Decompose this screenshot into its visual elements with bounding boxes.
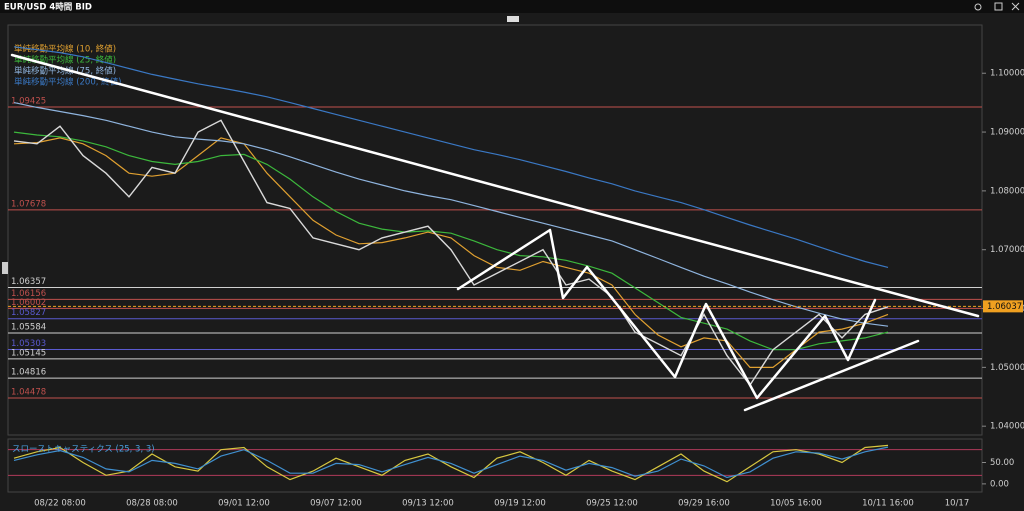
x-tick-label: 09/25 12:00 — [586, 499, 638, 509]
window-buttons[interactable] — [974, 2, 1020, 11]
x-tick-label: 09/29 16:00 — [678, 499, 730, 509]
level-label: 1.05145 — [11, 348, 46, 358]
trendline — [743, 339, 920, 412]
level-label: 1.05827 — [11, 308, 46, 318]
price-line — [13, 119, 889, 387]
zigzag — [456, 228, 877, 400]
level-label: 1.06156 — [11, 289, 46, 299]
y-tick-label: 0.00 — [990, 479, 1009, 489]
level-label: 1.06002 — [11, 298, 46, 308]
level-label: 1.07678 — [11, 199, 46, 209]
legend-entry: 単純移動平均線 (75, 終値) — [14, 66, 116, 77]
x-tick-label: 09/07 12:00 — [310, 499, 362, 509]
y-tick-label: 1.08000 — [990, 186, 1024, 196]
level-label: 1.05584 — [11, 323, 46, 333]
main-plot-frame — [7, 24, 983, 436]
oscillator-frame — [7, 438, 983, 493]
series-line — [13, 137, 889, 368]
series-line — [13, 46, 889, 268]
level-label: 1.04816 — [11, 368, 46, 378]
user-drawings — [10, 53, 980, 412]
y-tick-label: 1.10000 — [990, 69, 1024, 79]
level-label: 1.06357 — [11, 277, 46, 287]
x-tick-label: 10/11 16:00 — [862, 499, 914, 509]
level-label: 1.09425 — [11, 97, 46, 107]
legend-entry: 単純移動平均線 (10, 終値) — [14, 44, 116, 55]
help-button[interactable] — [974, 3, 982, 11]
y-tick-label: 1.09000 — [990, 128, 1024, 138]
legend-entry: 単純移動平均線 (25, 終値) — [14, 55, 116, 66]
level-label: 1.05303 — [11, 339, 46, 349]
x-tick-label: 09/01 12:00 — [218, 499, 270, 509]
panel-title: スローストキャスティクス (25, 3, 3) — [12, 445, 155, 455]
title-bar — [0, 0, 1024, 13]
x-tick-label: 10/17 — [945, 499, 970, 509]
collapse-tab[interactable] — [507, 16, 519, 22]
maximize-button[interactable] — [994, 2, 1003, 11]
series-line — [13, 131, 889, 351]
window-title: EUR/USD 4時間 BID — [4, 2, 92, 13]
x-tick-label: 08/22 08:00 — [34, 499, 86, 509]
y-tick-label: 1.07000 — [990, 245, 1024, 255]
series-line — [13, 446, 889, 479]
series-line — [13, 444, 889, 483]
series-line — [13, 102, 889, 327]
last-price-label: 1.06037 — [987, 302, 1022, 312]
y-tick-label: 1.04000 — [990, 422, 1024, 432]
x-tick-label: 09/13 12:00 — [402, 499, 454, 509]
x-tick-label: 08/28 08:00 — [126, 499, 178, 509]
legend-entry: 単純移動平均線 (200, 終値) — [14, 77, 121, 88]
x-tick-label: 09/19 12:00 — [494, 499, 546, 509]
y-tick-label: 50.00 — [990, 458, 1014, 468]
side-handle[interactable] — [2, 262, 8, 274]
trendline — [10, 53, 980, 318]
last-price-tag — [983, 300, 1023, 313]
level-label: 1.04478 — [11, 388, 46, 398]
y-tick-label: 1.05000 — [990, 363, 1024, 373]
close-button[interactable] — [1011, 2, 1020, 11]
x-tick-label: 10/05 16:00 — [770, 499, 822, 509]
